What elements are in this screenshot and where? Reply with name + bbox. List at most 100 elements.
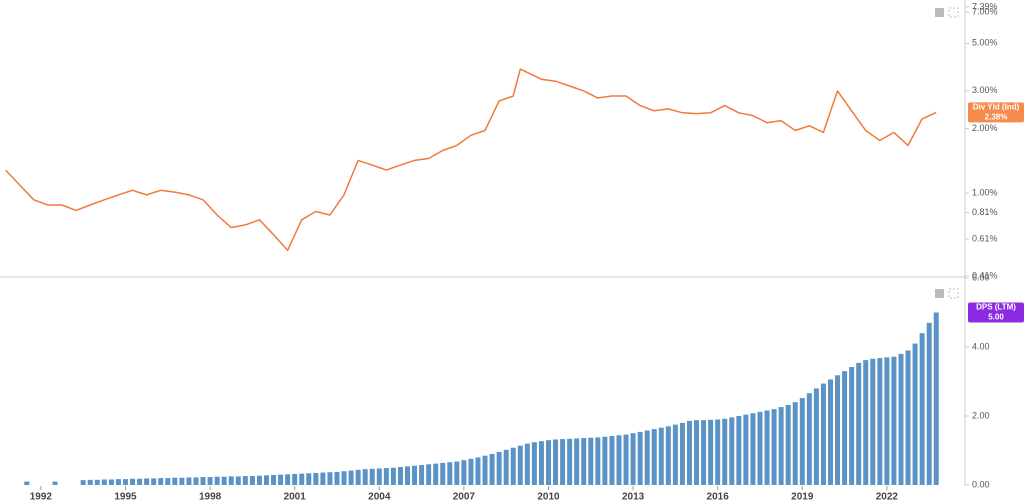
bar [404,466,410,485]
badge-name: Div Yld (Ind) [973,103,1020,112]
bar [193,477,199,485]
bar [757,411,763,485]
bar [827,379,833,485]
bar [560,439,566,485]
bar [891,356,897,485]
x-tick-label: 2001 [284,492,307,503]
bar [292,473,298,485]
bar [172,477,178,485]
bar [701,420,707,485]
bar [419,464,425,485]
x-tick-label: 1992 [30,492,53,503]
bar [122,479,128,485]
bar [87,479,93,485]
bar [842,371,848,485]
bar [686,420,692,485]
expand-icon[interactable] [948,288,959,299]
bar [771,409,777,485]
bar [553,439,559,485]
bar [489,453,495,485]
bar [835,375,841,485]
y-tick-label: 5.00% [972,38,998,48]
bar [736,416,742,485]
bar [101,479,107,485]
add-icon[interactable] [935,289,944,298]
bar [658,427,664,485]
x-tick-label: 2016 [707,492,730,503]
y-tick-label: 6.00 [972,272,990,282]
bar [271,474,277,485]
bar [679,422,685,485]
bar [602,436,608,485]
bar [299,473,305,485]
bar [80,480,86,485]
bar [863,360,869,485]
bar [510,447,516,485]
bar [341,471,347,485]
x-tick-label: 1995 [114,492,137,503]
bar [242,476,248,485]
bar [151,478,157,485]
x-tick-label: 2004 [368,492,391,503]
bar [355,469,361,485]
bar [616,435,622,485]
bar [919,333,925,485]
bar [517,445,523,485]
bar [538,441,544,485]
bar [468,458,474,485]
bar [186,477,192,485]
bar [637,431,643,485]
add-icon[interactable] [935,8,944,17]
y-tick-label: 7.39% [972,1,998,11]
bar [743,414,749,485]
bar [912,343,918,485]
bar [475,457,481,485]
bar [200,477,206,485]
bar [792,402,798,485]
bar [306,473,312,485]
bar [524,443,530,485]
bar [884,357,890,485]
bar [362,469,368,485]
bar [644,430,650,485]
y-tick-label: 0.81% [972,207,998,217]
y-tick-label: 2.00 [972,410,990,420]
bar [369,468,375,485]
bar [383,468,389,485]
bar [870,358,876,485]
expand-icon[interactable] [948,7,959,18]
bar [926,322,932,485]
x-tick-label: 2010 [537,492,560,503]
bar [531,442,537,485]
value-badge [968,102,1024,123]
y-tick-label: 2.00% [972,123,998,133]
bar [348,470,354,485]
bar [214,476,220,485]
value-badge [968,302,1024,323]
bar [263,475,269,485]
bar [130,478,136,485]
bar [708,419,714,485]
bar [630,433,636,485]
y-tick-label: 7.00% [972,6,998,16]
bar [228,476,234,485]
badge-name: DPS (LTM) [976,303,1016,312]
bar [285,474,291,485]
bar [278,474,284,485]
bar [397,467,403,485]
bar [320,472,326,485]
panel-icons[interactable] [935,7,959,299]
bar [905,350,911,485]
bar [376,468,382,485]
bar [158,478,164,485]
y-tick-label: 0.41% [972,270,998,280]
bar [235,476,241,485]
bar [820,383,826,485]
x-tick-label: 2007 [453,492,476,503]
bar [108,479,114,485]
bar [496,451,502,485]
badge-value: 2.38% [985,113,1008,122]
y-tick-label: 4.00 [972,341,990,351]
bar [581,438,587,485]
y-tick-label: 1.00% [972,187,998,197]
